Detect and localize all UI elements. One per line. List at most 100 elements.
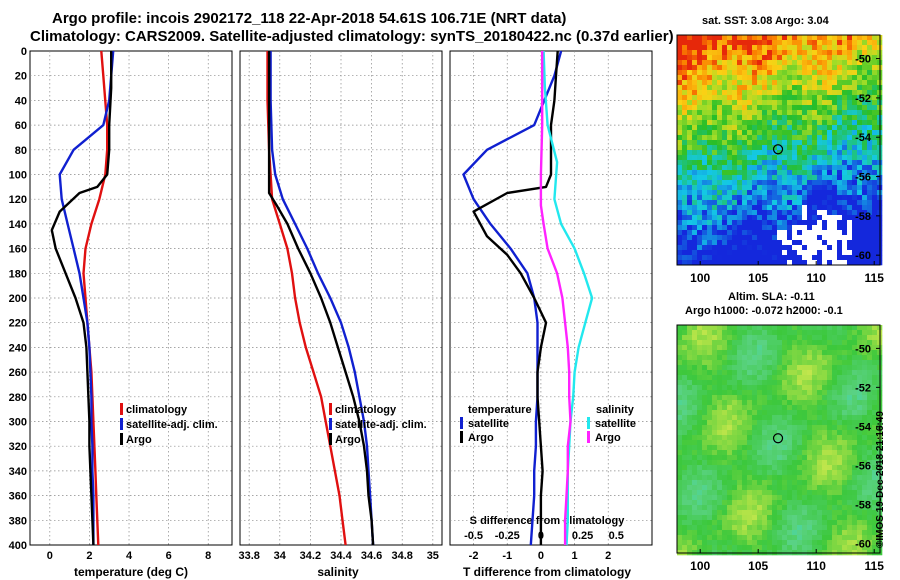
sla-cell [752, 325, 758, 331]
sst-cell [687, 220, 693, 226]
diff-tick-label: 1 [572, 550, 578, 562]
sst-cell [702, 235, 708, 241]
sla-cell [742, 350, 748, 356]
sla-cell [692, 410, 698, 416]
sst-cell [837, 170, 843, 176]
sla-cell [797, 380, 803, 386]
sla-cell [742, 390, 748, 396]
sst-cell [732, 225, 738, 231]
sla-cell [742, 335, 748, 341]
sst-cell [737, 215, 743, 221]
sst-cell [782, 180, 788, 186]
sst-cell [772, 145, 778, 151]
sst-cell [742, 160, 748, 166]
sla-cell [722, 355, 728, 361]
sla-cell [872, 485, 878, 491]
sst-cell [692, 140, 698, 146]
sst-cell [757, 230, 763, 236]
sst-cell [782, 40, 788, 46]
sst-cell [747, 190, 753, 196]
sla-cell [847, 520, 853, 526]
sst-cell [872, 225, 878, 231]
sst-cell [747, 115, 753, 121]
sst-cell [707, 75, 713, 81]
sst-cell [807, 110, 813, 116]
sst-cell [757, 90, 763, 96]
sst-cell [762, 45, 768, 51]
sst-cell [702, 95, 708, 101]
sst-cell [747, 95, 753, 101]
sst-cell [747, 40, 753, 46]
sst-cell [682, 240, 688, 246]
sla-cell [772, 460, 778, 466]
sst-cell [732, 205, 738, 211]
sst-cell [812, 185, 818, 191]
sst-cell [827, 130, 833, 136]
sst-cell [797, 180, 803, 186]
sst-cell [827, 50, 833, 56]
sla-cell [842, 455, 848, 461]
sst-cell [787, 105, 793, 111]
sla-cell [707, 465, 713, 471]
sst-cell [852, 235, 858, 241]
sst-cell [867, 250, 873, 256]
sst-cell [682, 200, 688, 206]
sst-cell [692, 215, 698, 221]
sst-cell [702, 60, 708, 66]
sla-cell [692, 360, 698, 366]
sst-cell [782, 145, 788, 151]
sla-cell [727, 425, 733, 431]
sst-cell [697, 105, 703, 111]
sla-cell [837, 530, 843, 536]
sla-cell [857, 510, 863, 516]
sst-cell [787, 165, 793, 171]
sla-cell [832, 395, 838, 401]
sst-cell [817, 100, 823, 106]
sst-cell [742, 210, 748, 216]
sst-cell [677, 70, 683, 76]
sla-cell [767, 520, 773, 526]
sla-cell [752, 500, 758, 506]
sst-cell [717, 105, 723, 111]
sla-cell [847, 370, 853, 376]
sst-cell [782, 60, 788, 66]
sst-cell [817, 135, 823, 141]
sla-cell [827, 430, 833, 436]
sst-cell [677, 110, 683, 116]
sst-cell [832, 135, 838, 141]
sla-cell [822, 510, 828, 516]
sst-cell [752, 200, 758, 206]
sla-cell [777, 355, 783, 361]
sla-cell [872, 425, 878, 431]
sst-cell [772, 130, 778, 136]
sst-cell [832, 155, 838, 161]
sla-cell [702, 510, 708, 516]
sla-cell [792, 360, 798, 366]
sla-cell [782, 435, 788, 441]
sst-cell [782, 215, 788, 221]
sla-cell [732, 480, 738, 486]
sla-cell [682, 380, 688, 386]
sst-cell [762, 40, 768, 46]
sst-cell [697, 215, 703, 221]
sla-cell [817, 500, 823, 506]
sla-cell [697, 480, 703, 486]
sla-cell [802, 430, 808, 436]
sst-cell [832, 245, 838, 251]
sla-cell [857, 460, 863, 466]
sst-cell [767, 230, 773, 236]
sla-cell [822, 450, 828, 456]
sla-cell [707, 415, 713, 421]
sst-cell [772, 85, 778, 91]
sla-cell [842, 450, 848, 456]
sla-cell [872, 365, 878, 371]
sla-cell [777, 375, 783, 381]
sst-cell [737, 60, 743, 66]
sla-cell [717, 465, 723, 471]
sla-cell [842, 470, 848, 476]
sst-cell [827, 95, 833, 101]
sst-cell [702, 55, 708, 61]
sst-cell [857, 65, 863, 71]
sst-cell [852, 150, 858, 156]
sst-cell [767, 200, 773, 206]
